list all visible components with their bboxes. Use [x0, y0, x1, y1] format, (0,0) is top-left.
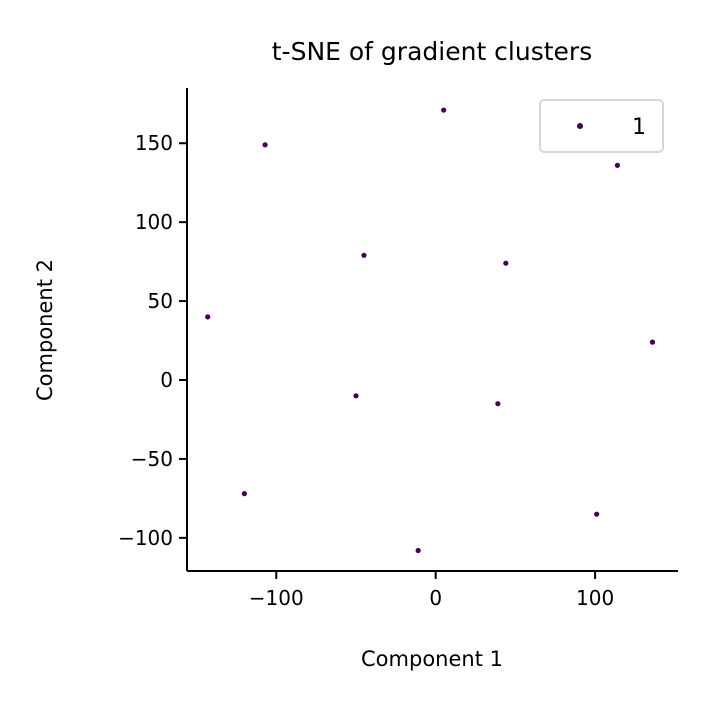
scatter-point	[495, 401, 501, 407]
x-tick-label: 100	[576, 586, 614, 610]
scatter-point	[353, 393, 359, 399]
scatter-point	[649, 339, 656, 345]
data-points	[205, 107, 656, 554]
legend-box	[539, 99, 664, 153]
x-ticks: −100 0 100	[249, 571, 614, 610]
scatter-point	[415, 547, 421, 554]
scatter-point	[361, 252, 367, 258]
y-tick-label: 0	[160, 368, 173, 392]
legend-marker	[577, 123, 583, 129]
plot-area: −100 0 100 −100 −50 0 50 100 150	[118, 88, 678, 610]
x-axis-label: Component 1	[361, 647, 503, 671]
y-tick-label: 50	[148, 289, 173, 313]
x-tick-label: −100	[249, 586, 304, 610]
y-tick-label: −100	[118, 526, 173, 550]
scatter-point	[503, 260, 509, 266]
y-tick-label: 150	[135, 131, 173, 155]
scatter-point	[205, 314, 211, 320]
scatter-point	[594, 511, 600, 517]
legend: 1	[539, 99, 664, 153]
y-tick-label: −50	[131, 447, 173, 471]
y-axis-label: Component 2	[33, 259, 57, 401]
scatter-point	[262, 142, 268, 148]
legend-label: 1	[632, 115, 646, 140]
scatter-point	[241, 491, 247, 497]
scatter-point	[614, 162, 621, 168]
y-ticks: −100 −50 0 50 100 150	[118, 131, 187, 550]
chart-title: t-SNE of gradient clusters	[272, 37, 592, 66]
y-tick-label: 100	[135, 210, 173, 234]
scatter-point	[441, 107, 447, 113]
x-tick-label: 0	[429, 586, 442, 610]
